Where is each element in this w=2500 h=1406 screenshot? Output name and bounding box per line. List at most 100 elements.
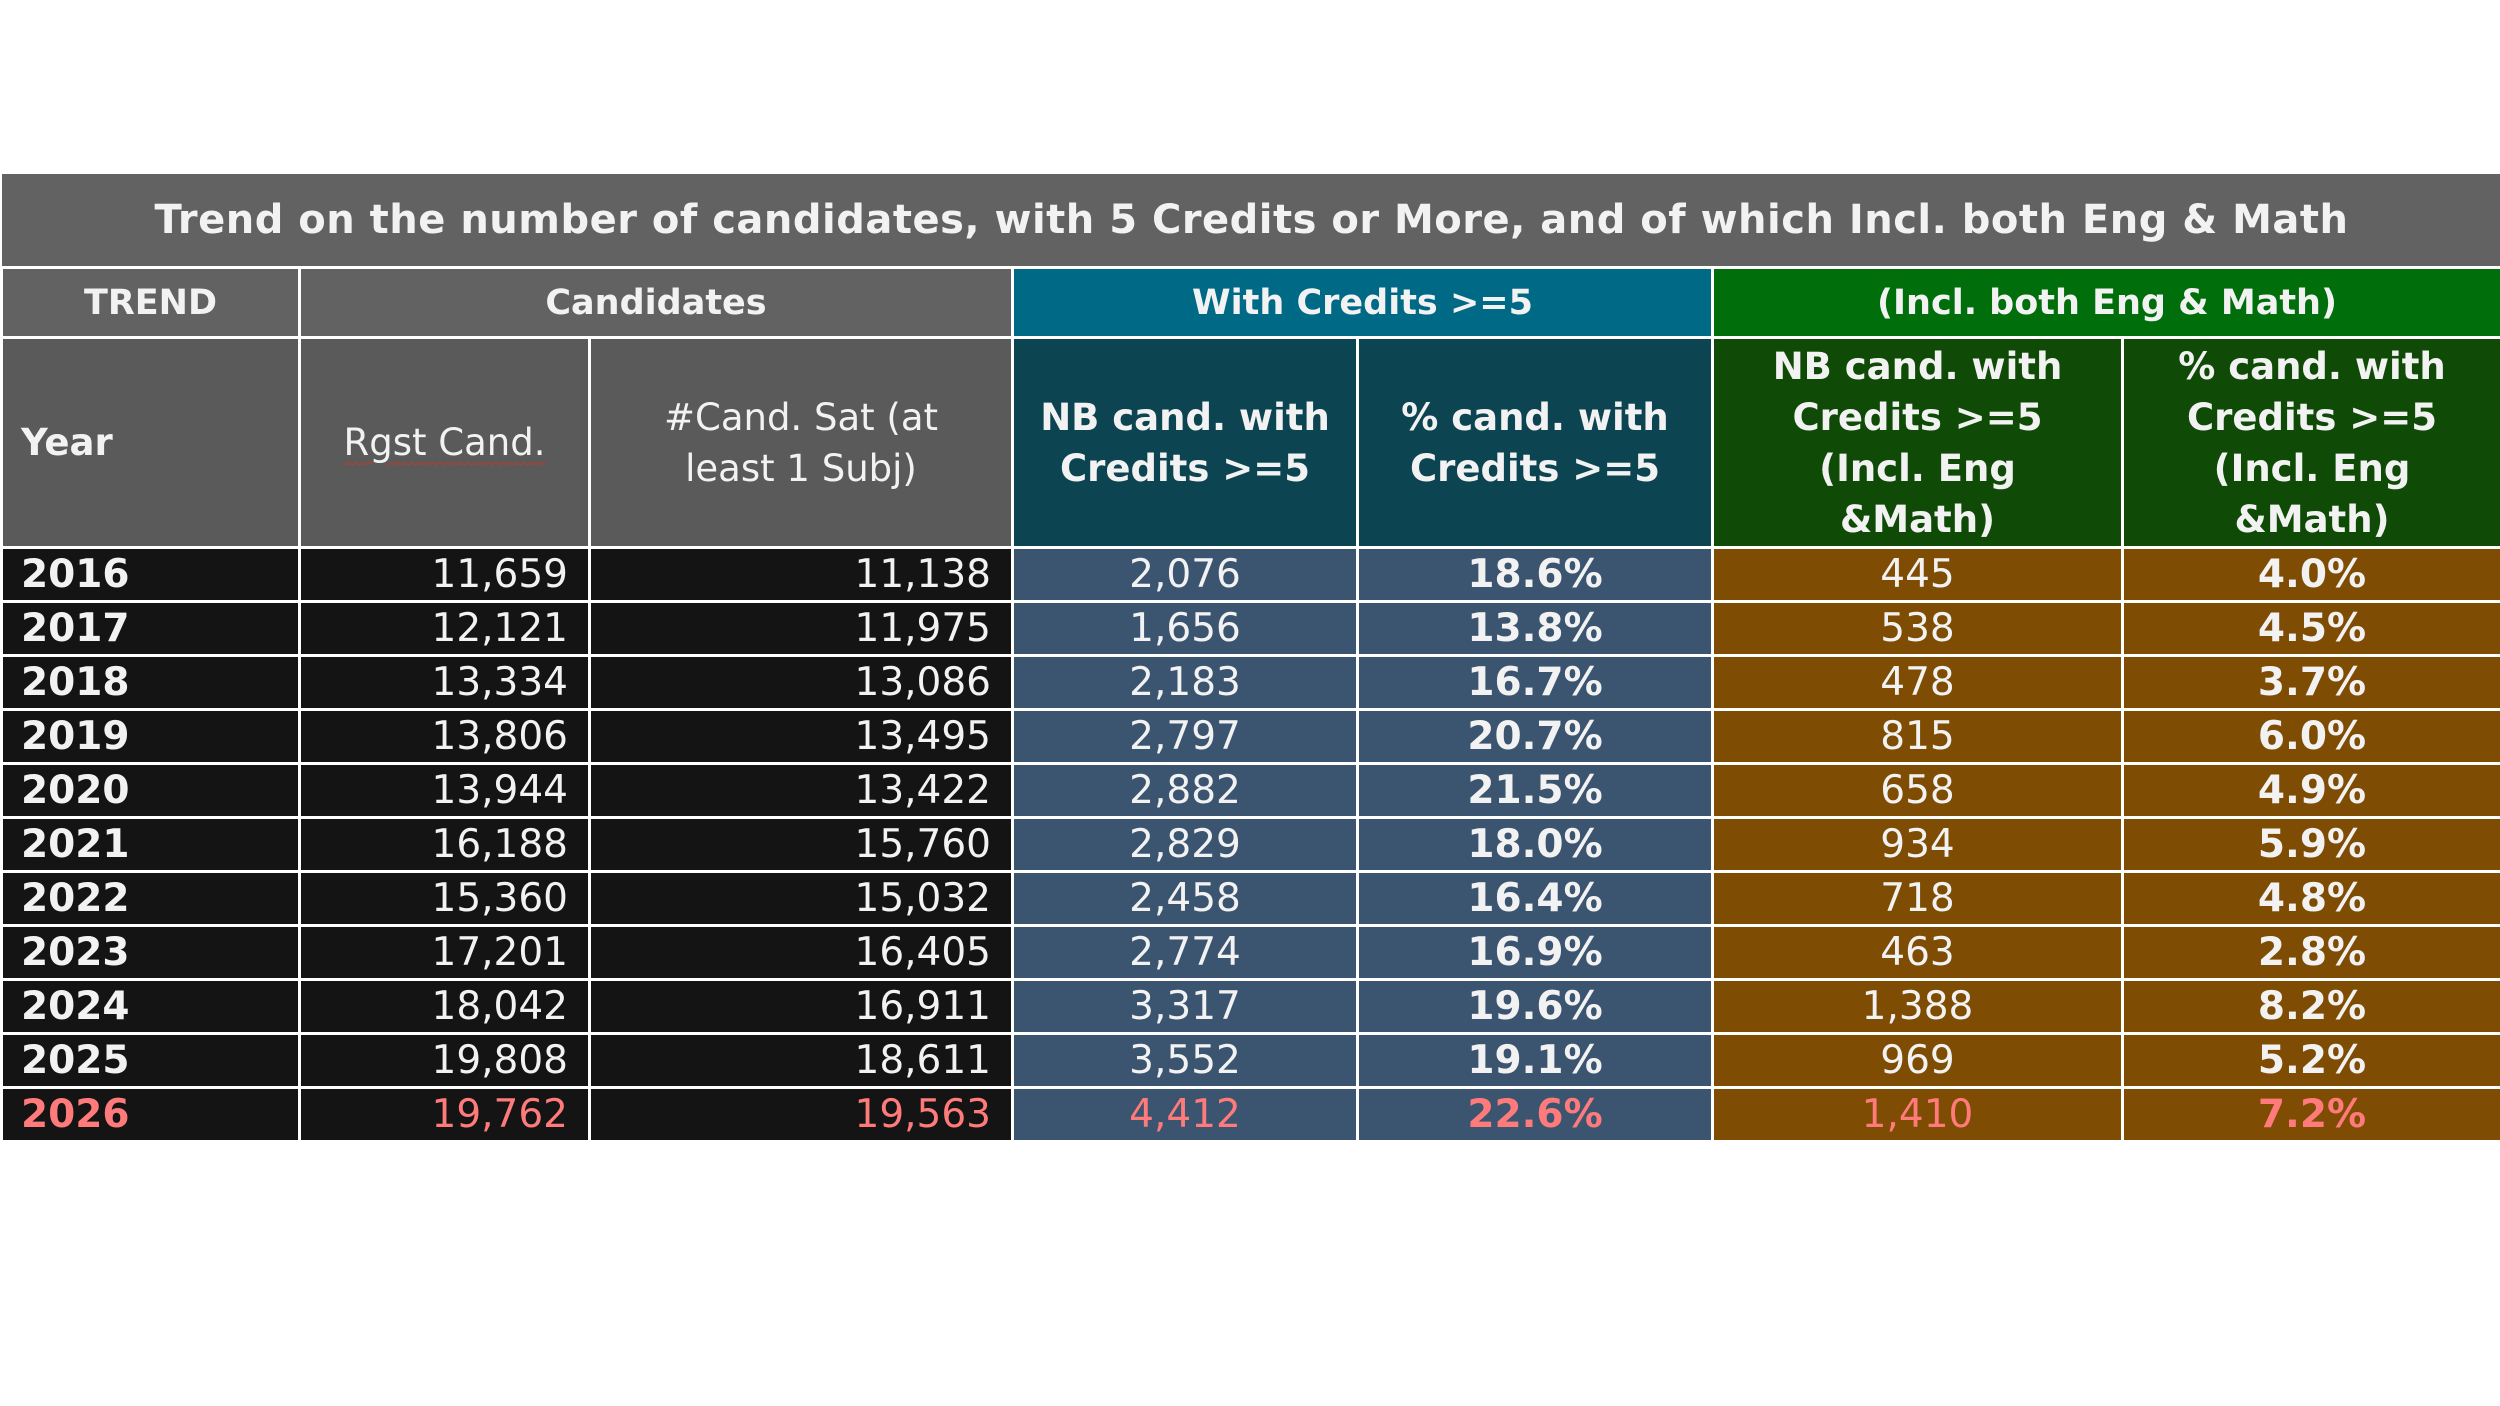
nb-engmath-cell: 1,388	[1711, 978, 2124, 1035]
trend-table: Trend on the number of candidates, with …	[0, 174, 2500, 1143]
rgst-cell: 18,042	[298, 978, 591, 1035]
year-cell: 2018	[0, 654, 301, 711]
nb-engmath-cell: 718	[1711, 870, 2124, 927]
nb-engmath-cell: 969	[1711, 1032, 2124, 1089]
table-row: 2021 16,188 15,760 2,829 18.0% 934 5.9%	[0, 816, 2500, 873]
table-row: 2019 13,806 13,495 2,797 20.7% 815 6.0%	[0, 708, 2500, 765]
pct-credits-cell: 18.6%	[1356, 546, 1714, 603]
sat-cell: 11,975	[588, 600, 1014, 657]
rgst-cell: 19,762	[298, 1086, 591, 1143]
nb-credits-cell: 2,829	[1011, 816, 1359, 873]
pct-engmath-cell: 3.7%	[2121, 654, 2500, 711]
column-header-year: Year	[0, 336, 301, 549]
sat-cell: 16,911	[588, 978, 1014, 1035]
rgst-cell: 13,806	[298, 708, 591, 765]
sat-cell: 13,086	[588, 654, 1014, 711]
nb-engmath-cell: 538	[1711, 600, 2124, 657]
table-row: 2017 12,121 11,975 1,656 13.8% 538 4.5%	[0, 600, 2500, 657]
pct-engmath-cell: 4.0%	[2121, 546, 2500, 603]
column-header-sat: #Cand. Sat (at least 1 Subj)	[588, 336, 1014, 549]
rgst-cell: 17,201	[298, 924, 591, 981]
table-row: 2025 19,808 18,611 3,552 19.1% 969 5.2%	[0, 1032, 2500, 1089]
pct-engmath-cell: 4.5%	[2121, 600, 2500, 657]
pct-credits-cell: 16.4%	[1356, 870, 1714, 927]
group-header-candidates: Candidates	[298, 266, 1014, 339]
table-row: 2026 19,762 19,563 4,412 22.6% 1,410 7.2%	[0, 1086, 2500, 1143]
rgst-cell: 16,188	[298, 816, 591, 873]
nb-credits-cell: 3,552	[1011, 1032, 1359, 1089]
table-row: 2024 18,042 16,911 3,317 19.6% 1,388 8.2%	[0, 978, 2500, 1035]
pct-credits-cell: 22.6%	[1356, 1086, 1714, 1143]
nb-credits-cell: 2,882	[1011, 762, 1359, 819]
rgst-cell: 11,659	[298, 546, 591, 603]
table-row: 2020 13,944 13,422 2,882 21.5% 658 4.9%	[0, 762, 2500, 819]
group-header-credits: With Credits >=5	[1011, 266, 1714, 339]
sat-cell: 13,495	[588, 708, 1014, 765]
sat-cell: 13,422	[588, 762, 1014, 819]
nb-engmath-cell: 445	[1711, 546, 2124, 603]
nb-engmath-cell: 815	[1711, 708, 2124, 765]
rgst-cell: 13,334	[298, 654, 591, 711]
table-row: 2022 15,360 15,032 2,458 16.4% 718 4.8%	[0, 870, 2500, 927]
nb-credits-cell: 2,774	[1011, 924, 1359, 981]
year-cell: 2016	[0, 546, 301, 603]
nb-credits-cell: 2,183	[1011, 654, 1359, 711]
table-title: Trend on the number of candidates, with …	[1, 174, 2500, 268]
nb-credits-cell: 2,458	[1011, 870, 1359, 927]
sat-cell: 19,563	[588, 1086, 1014, 1143]
nb-credits-cell: 1,656	[1011, 600, 1359, 657]
group-header-trend: TREND	[0, 266, 301, 339]
pct-engmath-cell: 2.8%	[2121, 924, 2500, 981]
rgst-cell: 15,360	[298, 870, 591, 927]
year-cell: 2022	[0, 870, 301, 927]
pct-credits-cell: 19.1%	[1356, 1032, 1714, 1089]
pct-engmath-cell: 7.2%	[2121, 1086, 2500, 1143]
table-row: 2016 11,659 11,138 2,076 18.6% 445 4.0%	[0, 546, 2500, 603]
column-header-nb-credits: NB cand. with Credits >=5	[1011, 336, 1359, 549]
pct-credits-cell: 13.8%	[1356, 600, 1714, 657]
pct-credits-cell: 18.0%	[1356, 816, 1714, 873]
nb-credits-cell: 4,412	[1011, 1086, 1359, 1143]
table-row: 2018 13,334 13,086 2,183 16.7% 478 3.7%	[0, 654, 2500, 711]
year-cell: 2023	[0, 924, 301, 981]
pct-engmath-cell: 5.2%	[2121, 1032, 2500, 1089]
rgst-cell: 13,944	[298, 762, 591, 819]
pct-engmath-cell: 4.9%	[2121, 762, 2500, 819]
column-header-pct-credits: % cand. with Credits >=5	[1356, 336, 1714, 549]
year-cell: 2021	[0, 816, 301, 873]
pct-engmath-cell: 5.9%	[2121, 816, 2500, 873]
pct-engmath-cell: 6.0%	[2121, 708, 2500, 765]
pct-credits-cell: 20.7%	[1356, 708, 1714, 765]
pct-credits-cell: 16.9%	[1356, 924, 1714, 981]
year-cell: 2020	[0, 762, 301, 819]
group-header-engmath: (Incl. both Eng & Math)	[1711, 266, 2500, 339]
sat-cell: 15,760	[588, 816, 1014, 873]
nb-engmath-cell: 478	[1711, 654, 2124, 711]
nb-engmath-cell: 658	[1711, 762, 2124, 819]
year-cell: 2024	[0, 978, 301, 1035]
column-header-nb-engmath: NB cand. with Credits >=5 (Incl. Eng &Ma…	[1711, 336, 2124, 549]
nb-engmath-cell: 463	[1711, 924, 2124, 981]
rgst-cell: 19,808	[298, 1032, 591, 1089]
year-cell: 2019	[0, 708, 301, 765]
sat-cell: 18,611	[588, 1032, 1014, 1089]
nb-credits-cell: 2,797	[1011, 708, 1359, 765]
nb-credits-cell: 2,076	[1011, 546, 1359, 603]
year-cell: 2017	[0, 600, 301, 657]
sat-cell: 16,405	[588, 924, 1014, 981]
pct-credits-cell: 16.7%	[1356, 654, 1714, 711]
year-cell: 2026	[0, 1086, 301, 1143]
rgst-cell: 12,121	[298, 600, 591, 657]
nb-engmath-cell: 934	[1711, 816, 2124, 873]
sat-cell: 15,032	[588, 870, 1014, 927]
table-body: 2016 11,659 11,138 2,076 18.6% 445 4.0% 2017 12,…	[0, 546, 2500, 1143]
nb-credits-cell: 3,317	[1011, 978, 1359, 1035]
column-header-rgst: Rgst Cand.	[298, 336, 591, 549]
nb-engmath-cell: 1,410	[1711, 1086, 2124, 1143]
table-row: 2023 17,201 16,405 2,774 16.9% 463 2.8%	[0, 924, 2500, 981]
sat-cell: 11,138	[588, 546, 1014, 603]
year-cell: 2025	[0, 1032, 301, 1089]
column-header-pct-engmath: % cand. with Credits >=5 (Incl. Eng &Mat…	[2121, 336, 2500, 549]
pct-credits-cell: 19.6%	[1356, 978, 1714, 1035]
pct-engmath-cell: 4.8%	[2121, 870, 2500, 927]
